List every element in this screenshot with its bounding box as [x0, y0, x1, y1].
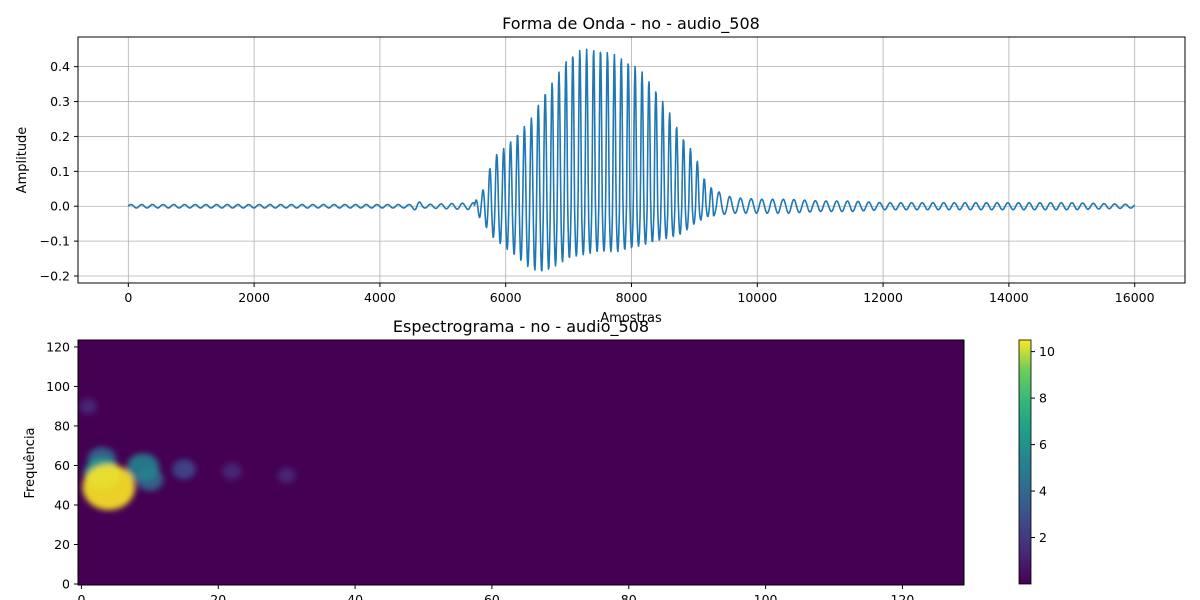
spectrogram-y-tick-label: 120 [46, 339, 70, 354]
waveform-y-tick-label: 0.2 [50, 129, 70, 144]
waveform-y-ticks: −0.2 −0.1 0.0 0.1 0.2 0.3 0.4 [40, 59, 78, 284]
waveform-x-label: Amostras [600, 311, 662, 326]
waveform-x-tick-label: 14000 [989, 290, 1029, 305]
spectrogram-cell [79, 398, 98, 414]
colorbar [1018, 339, 1032, 585]
spectrogram-x-tick-label: 20 [210, 592, 226, 600]
spectrogram-cell [172, 459, 196, 480]
spectrogram-x-ticks: 0 20 40 60 80 100 120 [77, 585, 914, 600]
waveform-y-tick-label: 0.4 [50, 59, 70, 74]
spectrogram-x-tick-label: 0 [77, 592, 85, 600]
spectrogram-cell [222, 462, 242, 480]
waveform-y-label: Amplitude [15, 127, 30, 194]
waveform-y-tick-label: 0.1 [50, 164, 70, 179]
spectrogram-cell [126, 453, 160, 482]
spectrogram-y-tick-label: 60 [54, 458, 70, 473]
spectrogram-x-tick-label: 100 [754, 592, 778, 600]
spectrogram-title: Espectrograma - no - audio_508 [393, 317, 649, 337]
colorbar-tick-label: 2 [1039, 530, 1047, 545]
spectrogram-heatmap [79, 398, 398, 510]
spectrogram-x-tick-label: 60 [484, 592, 500, 600]
spectrogram-cell [277, 467, 296, 483]
waveform-x-tick-label: 16000 [1115, 290, 1155, 305]
spectrogram-y-tick-label: 80 [54, 418, 70, 433]
spectrogram-y-tick-label: 0 [62, 577, 70, 592]
spectrogram-cell [82, 464, 136, 510]
spectrogram-plot: Espectrograma - no - audio_508 0 20 40 60 80… [23, 317, 1055, 600]
spectrogram-y-label: Frequência [23, 427, 38, 498]
colorbar-tick-label: 4 [1039, 484, 1047, 499]
colorbar-tick-label: 8 [1039, 391, 1047, 406]
waveform-series-line [127, 48, 1136, 272]
waveform-x-tick-label: 12000 [863, 290, 903, 305]
spectrogram-x-tick-label: 80 [621, 592, 637, 600]
spectrogram-x-tick-label: 120 [890, 592, 914, 600]
waveform-x-ticks: 0 2000 4000 6000 8000 10000 12000 14000 16000 [124, 283, 1155, 305]
spectrogram-y-ticks: 0 20 40 60 80 100 120 [46, 339, 78, 592]
waveform-y-tick-label: −0.2 [40, 269, 70, 284]
waveform-plot: Forma de Onda - no - audio_508 0 2000 4000… [15, 14, 1186, 326]
waveform-y-tick-label: −0.1 [40, 234, 70, 249]
waveform-y-tick-label: 0.3 [50, 94, 70, 109]
spectrogram-axes-frame [77, 339, 965, 586]
spectrogram-y-tick-label: 100 [46, 379, 70, 394]
waveform-x-tick-label: 8000 [616, 290, 648, 305]
spectrogram-cell [381, 466, 398, 481]
waveform-x-tick-label: 6000 [490, 290, 522, 305]
spectrogram-background [78, 340, 964, 585]
waveform-x-tick-label: 10000 [737, 290, 777, 305]
spectrogram-y-tick-label: 20 [54, 537, 70, 552]
spectrogram-x-tick-label: 40 [347, 592, 363, 600]
spectrogram-y-tick-label: 40 [54, 497, 70, 512]
colorbar-tick-label: 6 [1039, 437, 1047, 452]
waveform-title: Forma de Onda - no - audio_508 [502, 14, 760, 34]
waveform-x-tick-label: 2000 [238, 290, 270, 305]
colorbar-ticks: 2 4 6 8 10 [1031, 344, 1055, 545]
waveform-y-tick-label: 0.0 [50, 199, 70, 214]
waveform-x-tick-label: 0 [124, 290, 132, 305]
waveform-x-tick-label: 4000 [364, 290, 396, 305]
colorbar-tick-label: 10 [1039, 344, 1055, 359]
